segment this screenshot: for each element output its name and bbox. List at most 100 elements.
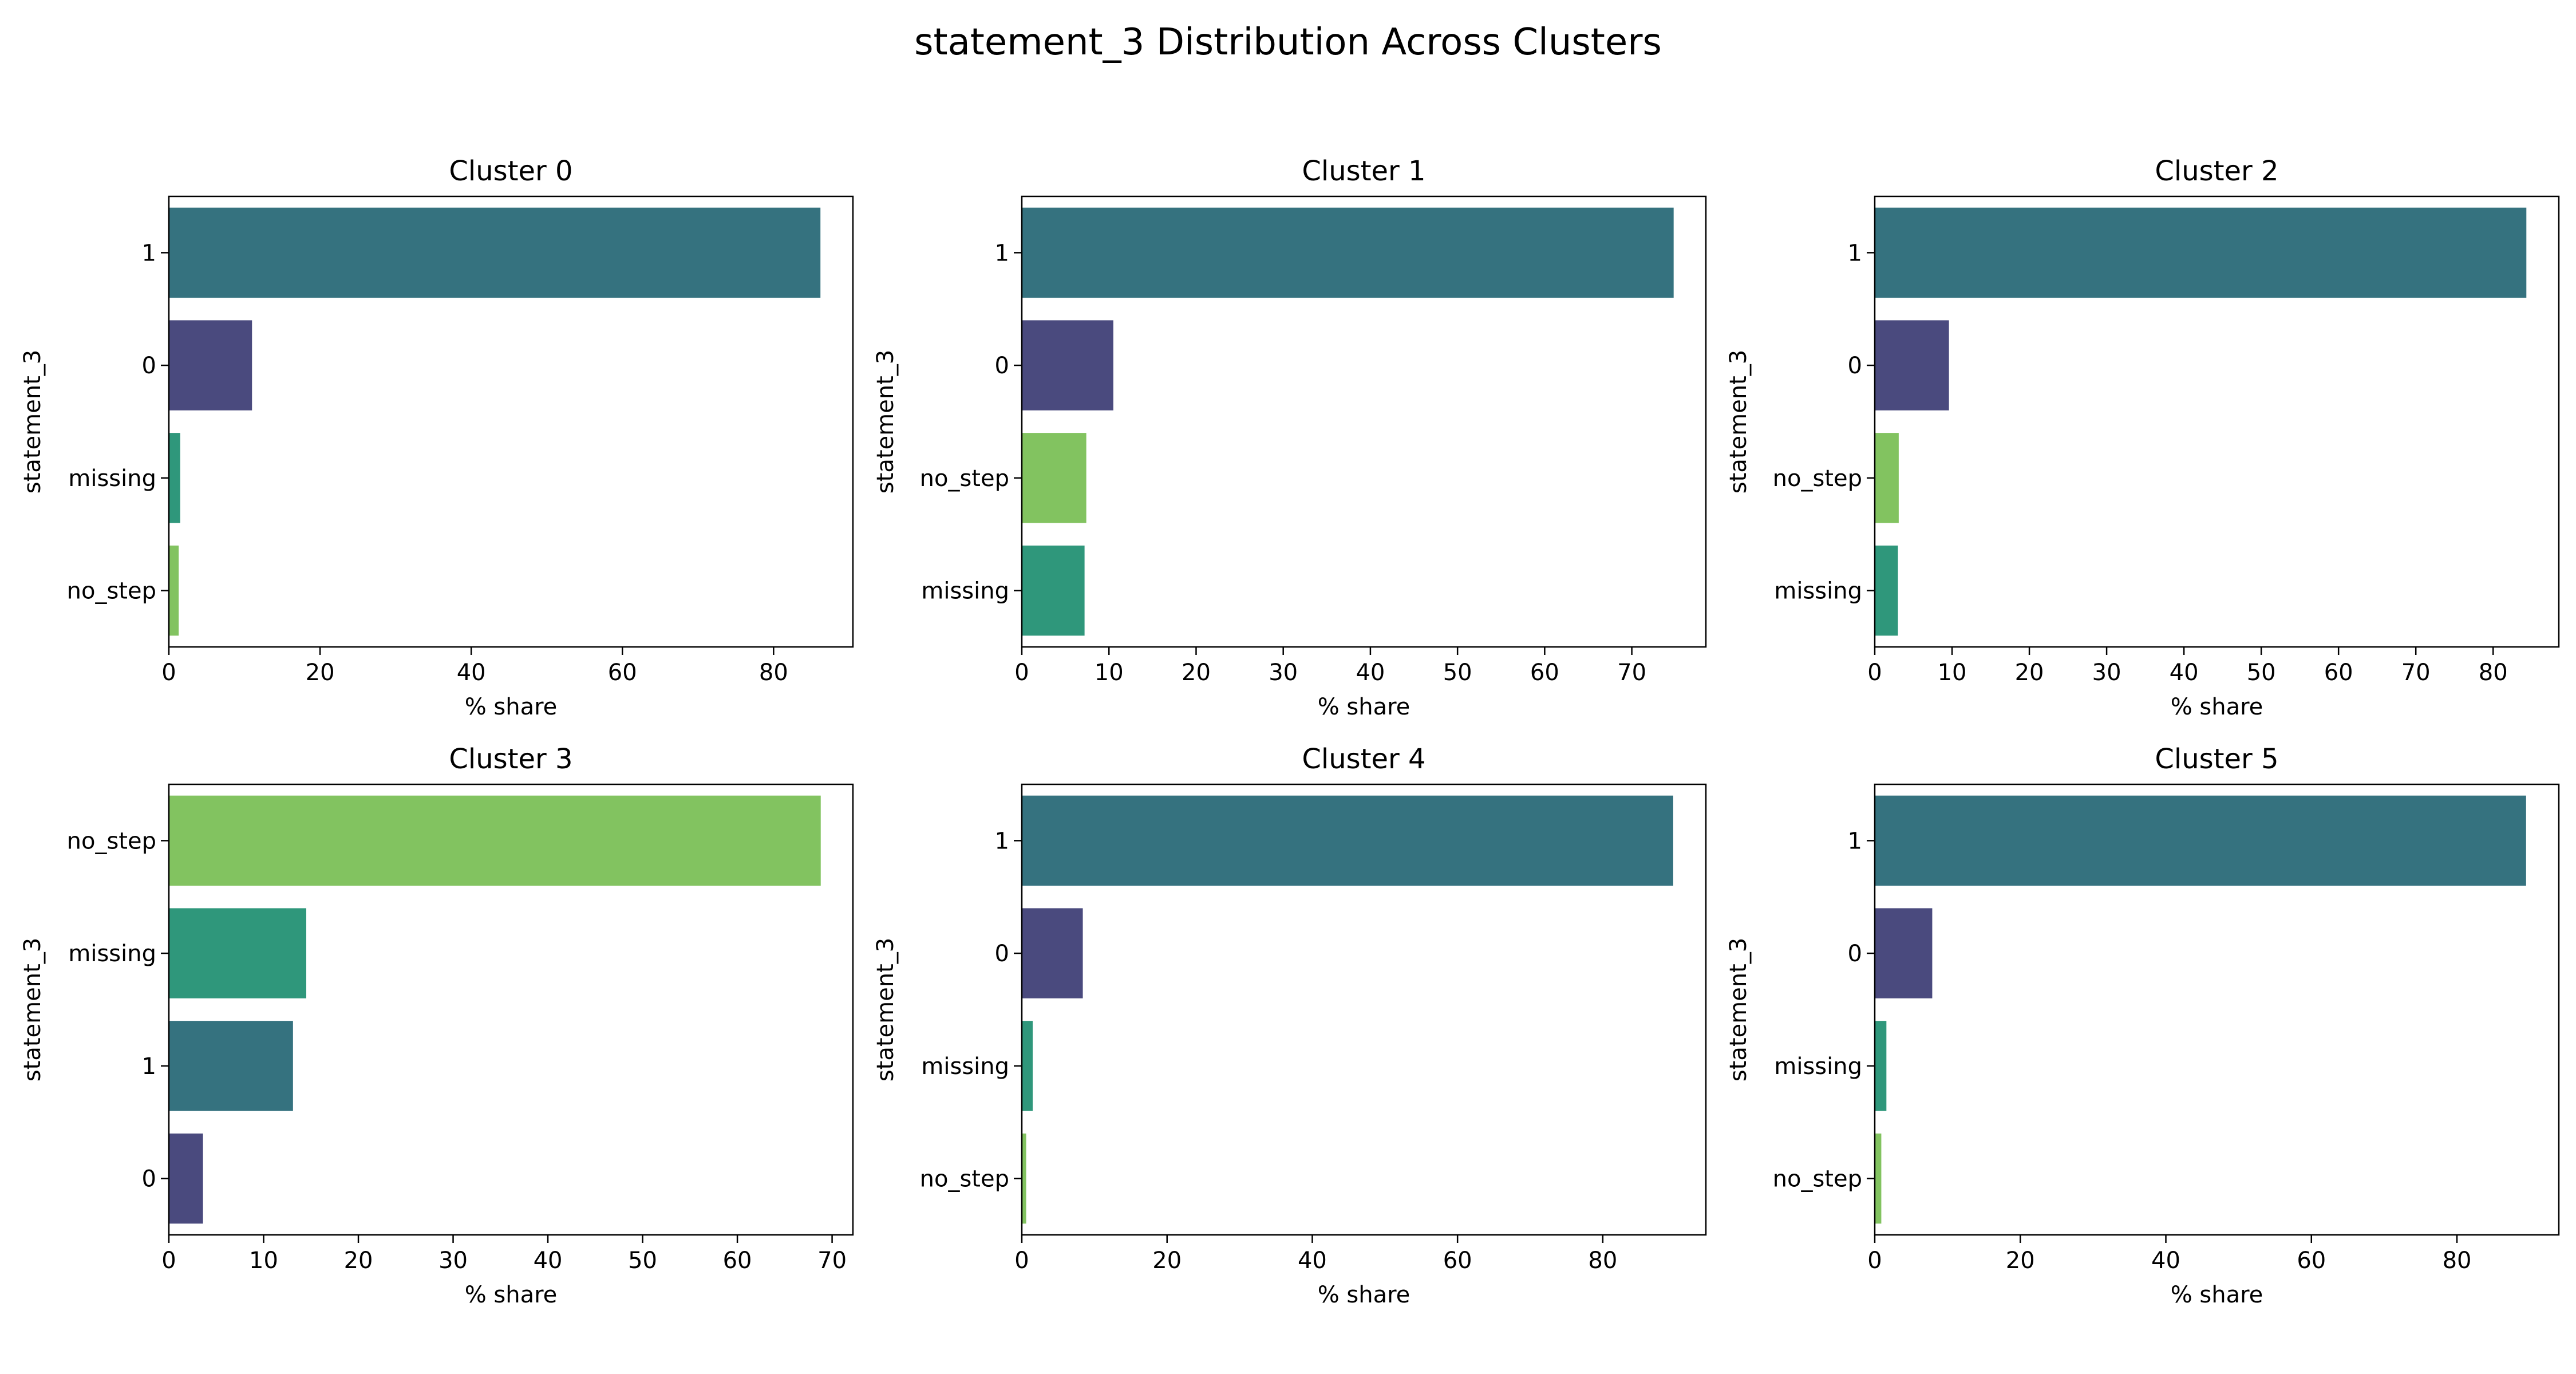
bar-1 — [1022, 795, 1673, 886]
bar-no-step — [1875, 1133, 1882, 1224]
subplot-title: Cluster 2 — [2155, 155, 2278, 187]
bar-missing — [1022, 545, 1085, 636]
x-tick-label: 0 — [161, 660, 176, 686]
bar-missing — [1022, 1021, 1033, 1111]
x-tick-label: 0 — [1867, 660, 1882, 686]
y-tick-label: no_step — [1773, 465, 1862, 492]
y-tick-label: missing — [1774, 578, 1862, 605]
subplot-cluster-5: Cluster 5 1 0 missing no_step 0 20 40 60 80 % shar… — [1725, 743, 2560, 1308]
bar-0 — [1875, 908, 1933, 998]
bar-0 — [1875, 320, 1949, 410]
y-tick-label: 1 — [1848, 240, 1862, 266]
y-tick-label: 0 — [142, 1166, 156, 1193]
x-tick-label: 80 — [2479, 660, 2508, 686]
bar-0 — [169, 1133, 203, 1224]
bar-no-step — [1022, 433, 1086, 523]
axes-frame — [168, 783, 854, 1236]
bar-1 — [1875, 207, 2527, 298]
bar-no-step — [169, 545, 179, 636]
bar-0 — [169, 320, 252, 410]
x-tick-label: 60 — [2324, 660, 2353, 686]
x-tick-label: 80 — [2443, 1247, 2472, 1274]
y-tick-label: 1 — [995, 240, 1009, 266]
x-tick-label: 60 — [608, 660, 637, 686]
axes-frame — [1021, 195, 1707, 648]
y-tick-label: 0 — [995, 353, 1009, 379]
subplot-title: Cluster 0 — [449, 155, 572, 187]
x-tick-label: 40 — [2170, 660, 2199, 686]
x-tick-label: 20 — [2006, 1247, 2035, 1274]
y-axis-label: statement_3 — [1725, 938, 1752, 1081]
axes-frame — [168, 195, 854, 648]
x-tick-label: 30 — [438, 1247, 468, 1274]
axes-frame — [1874, 195, 2560, 648]
x-tick-label: 0 — [1014, 1247, 1029, 1274]
x-tick-label: 50 — [1443, 660, 1472, 686]
x-tick-label: 60 — [1530, 660, 1559, 686]
y-tick-label: 0 — [142, 353, 156, 379]
figure-title: statement_3 Distribution Across Clusters — [914, 21, 1662, 64]
x-tick-label: 40 — [2151, 1247, 2180, 1274]
axes-frame — [1021, 783, 1707, 1236]
bar-1 — [1022, 207, 1674, 298]
x-tick-label: 30 — [1269, 660, 1298, 686]
bar-0 — [1022, 908, 1083, 998]
bar-0 — [1022, 320, 1113, 410]
y-tick-label: 0 — [1848, 941, 1862, 967]
y-tick-label: 0 — [1848, 353, 1862, 379]
y-axis-label: statement_3 — [19, 938, 46, 1081]
x-tick-label: 50 — [628, 1247, 657, 1274]
bar-no-step — [1875, 433, 1899, 523]
x-tick-label: 40 — [1356, 660, 1385, 686]
y-tick-label: 1 — [1848, 828, 1862, 854]
subplot-title: Cluster 5 — [2155, 743, 2278, 775]
x-axis-label: % share — [2171, 1282, 2263, 1308]
bar-missing — [1875, 1021, 1887, 1111]
subplot-cluster-0: Cluster 0 1 0 missing no_step 0 20 40 60 80 % shar… — [19, 155, 854, 720]
x-tick-label: 10 — [249, 1247, 278, 1274]
x-tick-label: 10 — [1095, 660, 1124, 686]
subplot-cluster-4: Cluster 4 1 0 missing no_step 0 20 40 60 80 % shar… — [872, 743, 1707, 1308]
x-tick-label: 50 — [2247, 660, 2276, 686]
x-tick-label: 70 — [2401, 660, 2431, 686]
bar-1 — [169, 1021, 293, 1111]
x-tick-label: 60 — [723, 1247, 752, 1274]
bar-missing — [169, 908, 306, 998]
x-tick-label: 20 — [1182, 660, 1211, 686]
x-tick-label: 70 — [817, 1247, 847, 1274]
x-tick-label: 0 — [1867, 1247, 1882, 1274]
y-axis-label: statement_3 — [872, 938, 899, 1081]
x-axis-label: % share — [465, 694, 558, 720]
x-tick-label: 10 — [1938, 660, 1967, 686]
y-tick-label: missing — [921, 578, 1009, 605]
x-tick-label: 40 — [457, 660, 486, 686]
bar-no-step — [169, 795, 821, 886]
x-axis-label: % share — [465, 1282, 558, 1308]
y-tick-label: 1 — [142, 1053, 156, 1080]
y-tick-label: missing — [68, 465, 156, 492]
y-tick-label: 1 — [995, 828, 1009, 854]
subplot-title: Cluster 3 — [449, 743, 572, 775]
x-axis-label: % share — [2171, 694, 2263, 720]
subplot-title: Cluster 1 — [1302, 155, 1425, 187]
y-tick-label: 1 — [142, 240, 156, 266]
y-tick-label: no_step — [920, 1166, 1009, 1193]
x-tick-label: 20 — [344, 1247, 373, 1274]
y-tick-label: no_step — [67, 578, 156, 605]
x-axis-label: % share — [1318, 1282, 1411, 1308]
x-tick-label: 20 — [306, 660, 335, 686]
y-tick-label: missing — [1774, 1053, 1862, 1080]
y-tick-label: no_step — [1773, 1166, 1862, 1193]
y-tick-label: no_step — [920, 465, 1009, 492]
x-tick-label: 0 — [161, 1247, 176, 1274]
y-tick-label: missing — [68, 941, 156, 967]
y-tick-label: no_step — [67, 828, 156, 854]
x-tick-label: 40 — [534, 1247, 563, 1274]
x-tick-label: 20 — [1152, 1247, 1182, 1274]
x-tick-label: 60 — [1443, 1247, 1472, 1274]
bar-no-step — [1022, 1133, 1026, 1224]
x-tick-label: 80 — [1588, 1247, 1617, 1274]
